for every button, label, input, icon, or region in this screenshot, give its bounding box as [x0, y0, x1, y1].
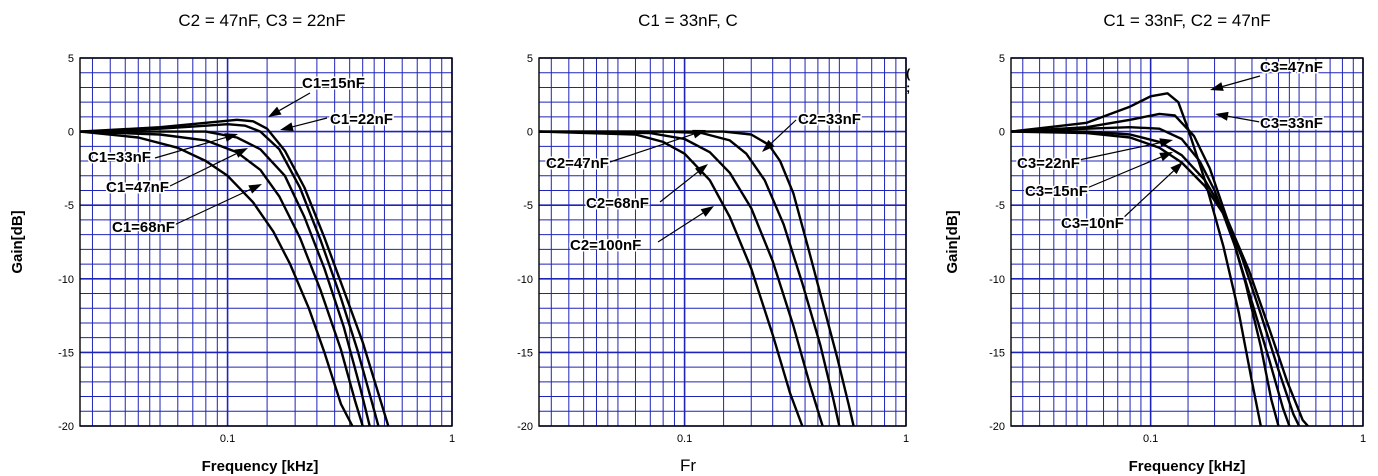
curve-label: C1=22nF	[330, 111, 393, 128]
series-group	[539, 130, 855, 426]
y-tick-label: 5	[68, 53, 74, 65]
curve-label: C1=15nF	[302, 75, 365, 92]
x-tick-label: 0.1	[1143, 433, 1158, 445]
y-tick-label: 0	[68, 127, 74, 139]
label-arrow-line	[1222, 75, 1261, 88]
label-arrow-line	[292, 117, 328, 128]
label-arrow-head	[234, 148, 248, 158]
curve-label: C3=15nF	[1025, 183, 1088, 200]
plot-frame	[538, 57, 907, 427]
label-arrow-head	[1210, 82, 1224, 91]
label-arrow-line	[171, 188, 251, 227]
label-arrow-head	[248, 184, 262, 194]
curve-label: C2=33nF	[798, 111, 861, 128]
curve-label: C3=33nF	[1260, 115, 1323, 132]
curve-label: C1=33nF	[88, 149, 151, 166]
label-arrow-head	[1159, 152, 1173, 162]
y-tick-label: -15	[517, 347, 533, 359]
curve-label: C1=68nF	[112, 219, 175, 236]
series-line	[1011, 130, 1310, 426]
x-axis-label: Frequency [kHz]	[1129, 458, 1246, 475]
curve-label: C1=47nF	[106, 179, 169, 196]
y-tick-label: -20	[58, 421, 74, 433]
x-axis-label: Fr	[680, 456, 696, 475]
series-line	[80, 130, 354, 426]
series-line	[539, 130, 804, 426]
chart-c3-variation: 5 0 -5 -10 -15 -20 0.1 1 C1 = 33nF, C2 = 47nF Fre…	[944, 11, 1366, 475]
label-arrow-line	[659, 171, 699, 203]
y-tick-label: 0	[527, 127, 533, 139]
label-arrow-head	[1215, 111, 1229, 121]
series-line	[80, 130, 371, 426]
label-arrow-line	[154, 137, 226, 159]
y-tick-label: 5	[999, 53, 1005, 65]
x-tick-label: 0.1	[220, 433, 235, 445]
label-arrow-line	[278, 92, 311, 112]
y-tick-label: -15	[989, 347, 1005, 359]
curve-label: C3=22nF	[1017, 155, 1080, 172]
series-line	[80, 130, 364, 426]
y-axis-label: Gain[dB]	[9, 210, 26, 273]
series-line	[1011, 130, 1301, 426]
label-arrow-head	[1170, 162, 1183, 175]
x-tick-label: 1	[449, 433, 455, 445]
x-tick-label: 1	[1360, 433, 1366, 445]
series-line	[539, 130, 824, 426]
x-tick-label: 1	[903, 433, 909, 445]
y-tick-label: -10	[989, 274, 1005, 286]
label-arrow-line	[1227, 115, 1261, 123]
series-line	[1011, 92, 1262, 426]
series-line	[80, 118, 390, 426]
y-tick-label: 0	[999, 127, 1005, 139]
y-tick-label: -15	[58, 347, 74, 359]
label-arrow-head	[224, 133, 238, 142]
chart-title: C2 = 47nF, C3 = 22nF	[178, 11, 345, 30]
label-arrow-line	[1086, 156, 1162, 189]
chart-c1-variation: 5 0 -5 -10 -15 -20 0.1 1 C2 = 47nF, C3 = 22nF Fre…	[9, 11, 455, 475]
y-axis-label: Gain[dB]	[944, 210, 961, 273]
series-line	[539, 130, 841, 426]
label-arrow-head	[1159, 138, 1173, 148]
x-tick-label: 0.1	[677, 433, 692, 445]
label-arrow-head	[700, 206, 714, 217]
label-arrow-head	[695, 164, 708, 176]
stray-mark: ;	[906, 80, 910, 95]
curve-label: C2=68nF	[586, 195, 649, 212]
chart-c2-variation: 5 0 -5 -10 -15 -20 0.1 1 C1 = 33nF, C Fr C2=33nF C2…	[517, 11, 911, 475]
x-axis-label: Frequency [kHz]	[202, 458, 319, 475]
label-arrow-head	[268, 106, 282, 117]
series-line	[80, 123, 380, 426]
label-arrow-line	[1078, 142, 1161, 161]
label-arrow-head	[280, 122, 294, 132]
y-tick-label: -20	[989, 421, 1005, 433]
series-line	[1011, 126, 1291, 426]
chart-title: C1 = 33nF, C2 = 47nF	[1103, 11, 1270, 30]
y-tick-label: -5	[523, 200, 533, 212]
y-tick-label: 5	[527, 53, 533, 65]
chart-title: C1 = 33nF, C	[638, 11, 738, 30]
label-arrow-head	[762, 139, 775, 152]
label-arrow-head	[692, 129, 706, 139]
y-tick-label: -20	[517, 421, 533, 433]
label-arrow-line	[609, 133, 694, 163]
y-tick-label: -5	[64, 200, 74, 212]
series-line	[1011, 112, 1280, 426]
plot-frame	[1010, 57, 1364, 427]
curve-label: C3=10nF	[1061, 215, 1124, 232]
label-arrow-line	[1120, 170, 1174, 221]
curve-label: C3=47nF	[1260, 59, 1323, 76]
curve-label: C2=100nF	[570, 237, 641, 254]
series-group	[1011, 92, 1310, 426]
series-group	[80, 118, 390, 426]
y-tick-label: -10	[58, 274, 74, 286]
curve-label: C2=47nF	[546, 155, 609, 172]
series-line	[539, 130, 855, 426]
label-arrow-line	[657, 212, 704, 243]
label-arrow-line	[169, 153, 237, 187]
stray-mark: (	[906, 66, 911, 81]
label-arrow-line	[771, 119, 797, 144]
plot-frame	[79, 57, 453, 427]
y-tick-label: -10	[517, 274, 533, 286]
y-tick-label: -5	[995, 200, 1005, 212]
